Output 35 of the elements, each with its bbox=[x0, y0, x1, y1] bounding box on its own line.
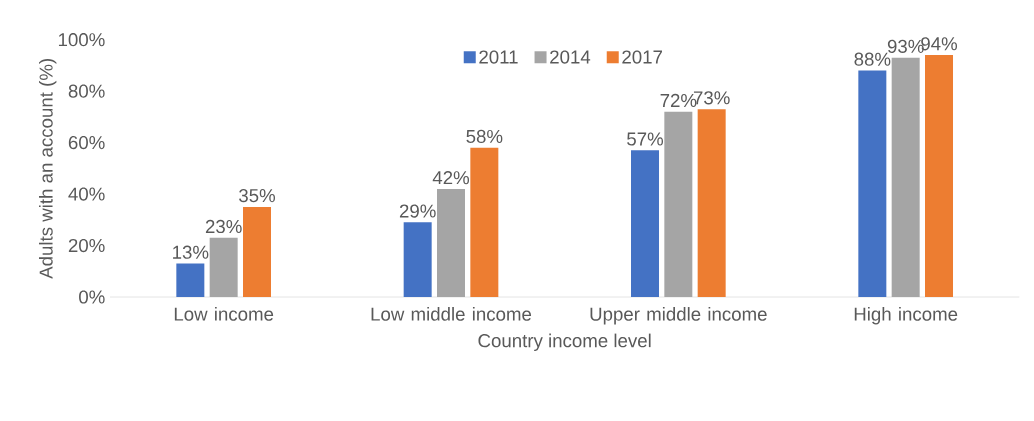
data-label: 29% bbox=[399, 204, 436, 218]
data-label: 58% bbox=[466, 129, 503, 144]
bar bbox=[664, 111, 693, 297]
y-axis-title: Adults with an account (%) bbox=[39, 59, 57, 279]
data-label: 88% bbox=[854, 52, 891, 66]
bar bbox=[697, 109, 726, 297]
bar bbox=[858, 70, 887, 297]
data-label: 42% bbox=[432, 171, 470, 185]
bar bbox=[403, 222, 432, 297]
x-axis-title: Country income level bbox=[478, 333, 651, 351]
data-label: 35% bbox=[239, 188, 276, 203]
bar bbox=[437, 188, 465, 297]
data-label: 13% bbox=[173, 245, 209, 259]
y-tick-label: 0% bbox=[79, 290, 105, 304]
bar bbox=[631, 150, 660, 297]
data-label: 23% bbox=[205, 219, 242, 234]
bar bbox=[891, 57, 920, 297]
legend-label: 2014 bbox=[550, 50, 591, 64]
x-tick-label: Upper middle income bbox=[590, 307, 767, 325]
data-label: 57% bbox=[627, 132, 664, 146]
bar bbox=[209, 237, 238, 297]
bar bbox=[470, 147, 499, 297]
y-tick-label: 100% bbox=[58, 33, 105, 47]
legend-label: 2011 bbox=[479, 50, 518, 64]
x-tick-label: High income bbox=[854, 307, 958, 325]
y-tick-label: 20% bbox=[68, 238, 105, 253]
bar bbox=[176, 263, 205, 297]
legend-label: 2017 bbox=[622, 50, 662, 64]
bar bbox=[925, 55, 954, 297]
y-tick-label: 40% bbox=[68, 187, 105, 201]
y-tick-label: 60% bbox=[68, 135, 105, 150]
y-tick-label: 80% bbox=[68, 84, 105, 98]
x-tick-label: Low income bbox=[174, 307, 274, 321]
bar bbox=[243, 206, 271, 297]
x-tick-label: Low middle income bbox=[371, 307, 532, 321]
